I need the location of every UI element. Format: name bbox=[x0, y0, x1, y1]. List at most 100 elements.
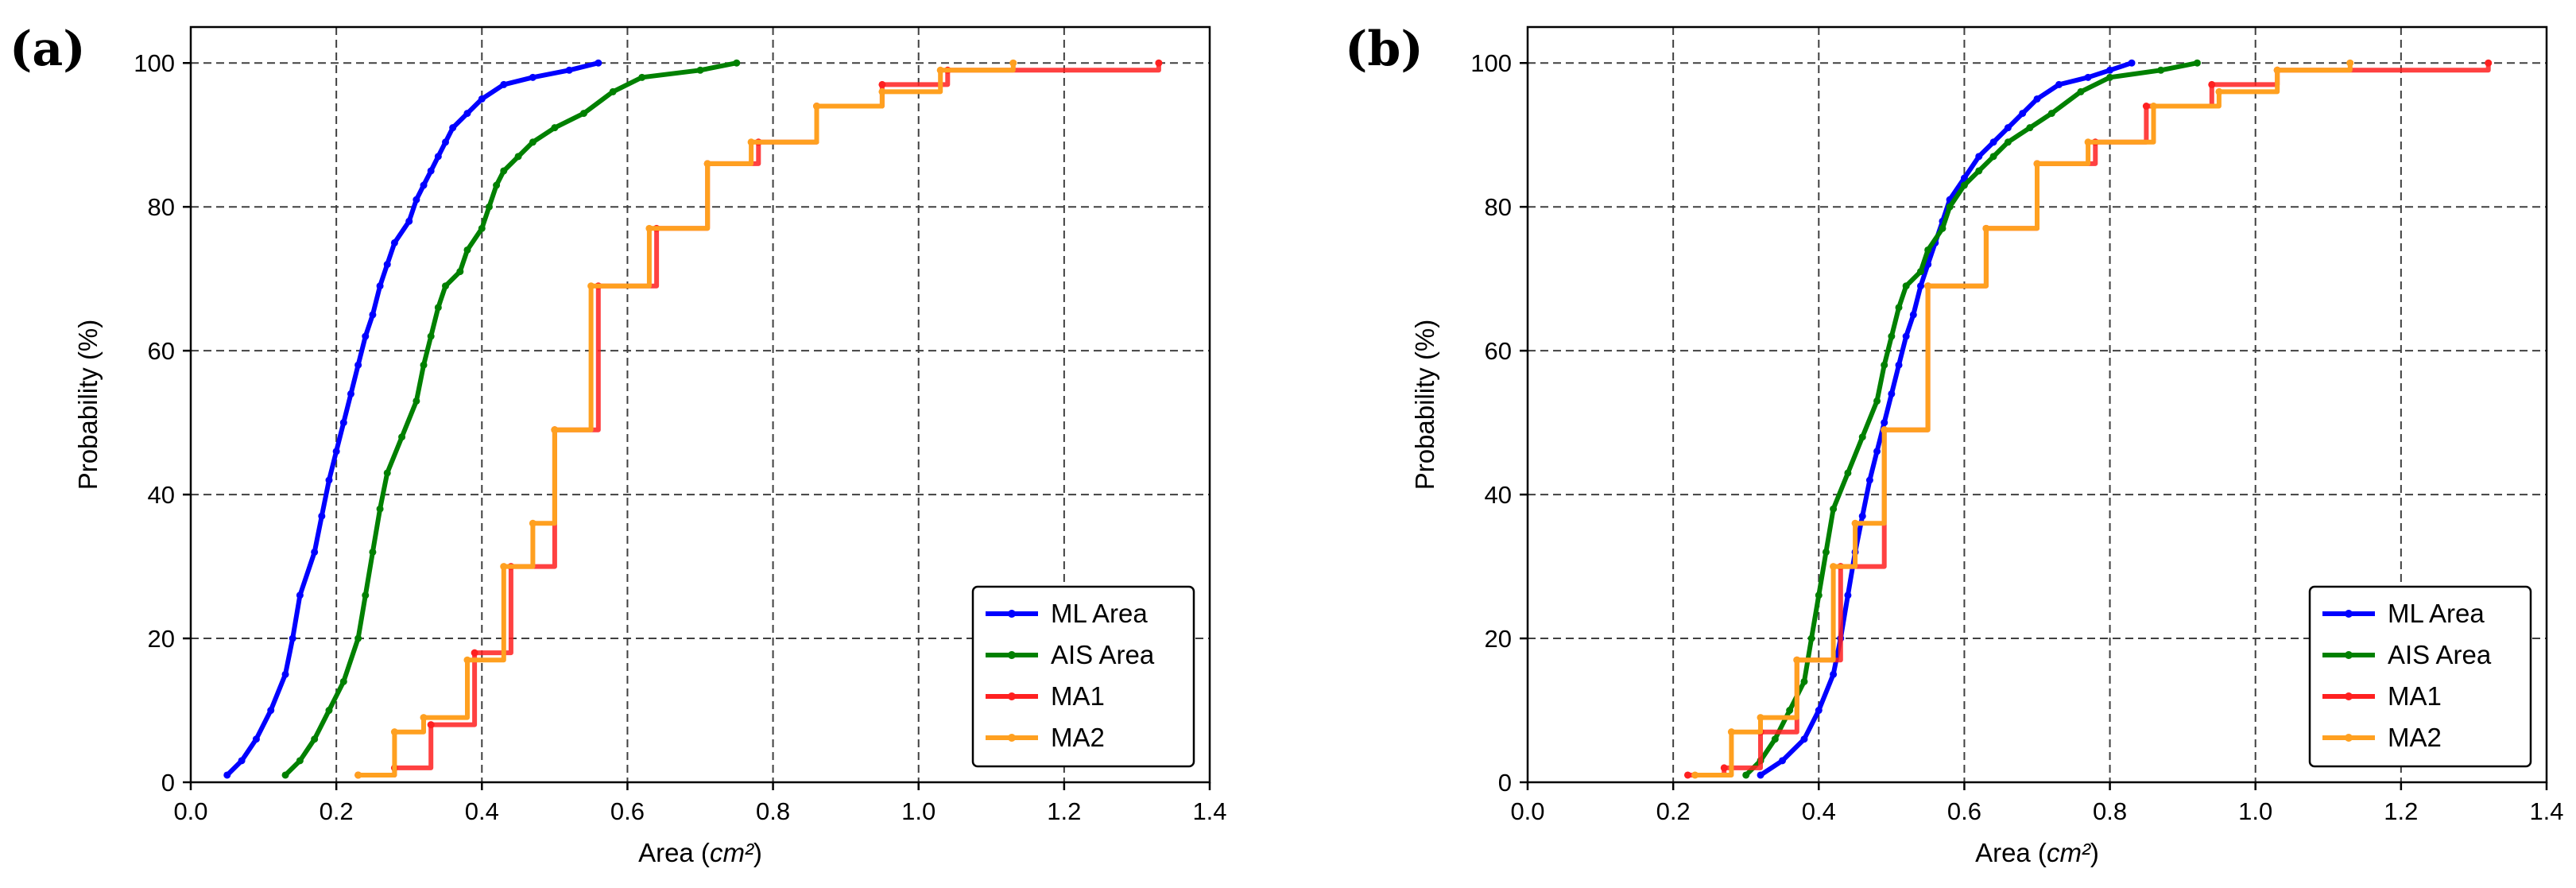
data-point-ml-area bbox=[1873, 448, 1881, 456]
legend-label-ml-area: ML Area bbox=[1051, 599, 1148, 628]
legend-marker-ma2 bbox=[1008, 734, 1016, 742]
data-point-ml-area bbox=[1844, 591, 1852, 599]
y-tick-label: 100 bbox=[1470, 49, 1512, 77]
data-point-ml-area bbox=[1757, 771, 1764, 779]
data-point-ais-area bbox=[1815, 591, 1823, 599]
data-point-ml-area bbox=[442, 138, 449, 146]
data-point-ml-area bbox=[595, 59, 602, 67]
y-tick-label: 80 bbox=[1485, 193, 1512, 221]
data-point-ais-area bbox=[339, 677, 347, 685]
data-point-ml-area bbox=[2106, 66, 2114, 74]
data-point-ais-area bbox=[311, 735, 319, 743]
ticks: 0.0 0.2 0.4 0.6 0.8 1.0 1.2 1.4 0 20 40 60 80 100 bbox=[134, 49, 1226, 825]
data-point-ml-area bbox=[413, 196, 420, 204]
x-tick-label: 0.0 bbox=[173, 797, 207, 825]
data-point-ma2 bbox=[703, 160, 711, 168]
data-point-ais-area bbox=[398, 433, 406, 441]
data-point-ma1 bbox=[878, 80, 886, 88]
data-point-ml-area bbox=[529, 73, 537, 81]
x-tick-label: 0.4 bbox=[1802, 797, 1836, 825]
data-point-ma2 bbox=[1793, 656, 1801, 664]
data-point-ais-area bbox=[1800, 677, 1808, 685]
data-point-ma2 bbox=[390, 728, 398, 736]
data-point-ml-area bbox=[296, 591, 304, 599]
legend-marker-ma1 bbox=[2345, 692, 2353, 700]
data-point-ma2 bbox=[1924, 282, 1932, 290]
data-point-ml-area bbox=[434, 153, 442, 161]
x-tick-label: 0.4 bbox=[465, 797, 499, 825]
data-point-ais-area bbox=[638, 73, 646, 81]
data-point-ml-area bbox=[1895, 361, 1903, 369]
data-point-ma2 bbox=[2273, 66, 2281, 74]
series-line-ais-area bbox=[1744, 60, 2198, 777]
data-point-ais-area bbox=[609, 87, 617, 95]
data-point-ma2 bbox=[500, 563, 508, 571]
legend-marker-ma2 bbox=[2345, 734, 2353, 742]
data-point-ml-area bbox=[376, 282, 384, 290]
data-point-ais-area bbox=[420, 361, 428, 369]
data-point-ais-area bbox=[579, 110, 587, 118]
data-point-ma2 bbox=[354, 771, 362, 779]
data-point-ml-area bbox=[311, 548, 319, 556]
data-point-ais-area bbox=[2077, 87, 2085, 95]
data-point-ais-area bbox=[369, 548, 377, 556]
legend-label-ma1: MA1 bbox=[1051, 681, 1105, 711]
legend-marker-ais-area bbox=[1008, 651, 1016, 659]
x-axis-label: Area (cm²) bbox=[638, 838, 762, 867]
data-point-ml-area bbox=[1858, 512, 1866, 520]
data-point-ais-area bbox=[478, 224, 486, 232]
data-point-ma2 bbox=[813, 103, 821, 111]
panel-b: (b) 0.0 0.2 0.4 0.6 0.8 1.0 1.2 1.4 0 20 40 60 80 100 A… bbox=[1345, 21, 2564, 867]
data-point-ais-area bbox=[1939, 224, 1947, 232]
data-point-ma1 bbox=[1155, 59, 1163, 67]
x-tick-label: 1.0 bbox=[2238, 797, 2272, 825]
data-point-ais-area bbox=[1888, 332, 1896, 340]
data-point-ais-area bbox=[281, 771, 289, 779]
x-tick-label: 0.2 bbox=[1656, 797, 1691, 825]
data-point-ml-area bbox=[252, 735, 260, 743]
series-group bbox=[223, 59, 1163, 779]
data-point-ais-area bbox=[1989, 153, 1997, 161]
series-line-ais-area bbox=[283, 60, 738, 777]
data-point-ais-area bbox=[500, 167, 508, 175]
x-tick-label: 1.2 bbox=[1047, 797, 1081, 825]
data-point-ml-area bbox=[1881, 419, 1888, 427]
x-tick-label: 0.8 bbox=[2093, 797, 2127, 825]
data-point-ais-area bbox=[413, 397, 420, 405]
y-tick-label: 0 bbox=[161, 769, 175, 797]
legend-marker-ma1 bbox=[1008, 692, 1016, 700]
x-tick-label: 0.0 bbox=[1510, 797, 1544, 825]
data-point-ma2 bbox=[463, 656, 471, 664]
data-point-ma2 bbox=[2084, 138, 2092, 146]
data-point-ais-area bbox=[296, 757, 304, 765]
data-point-ma2 bbox=[1727, 728, 1735, 736]
data-point-ml-area bbox=[2004, 124, 2012, 132]
data-point-ml-area bbox=[1960, 174, 1968, 182]
data-point-ml-area bbox=[369, 311, 377, 319]
data-point-ais-area bbox=[427, 332, 435, 340]
data-point-ml-area bbox=[267, 707, 275, 715]
data-point-ml-area bbox=[2055, 80, 2063, 88]
data-point-ais-area bbox=[1916, 268, 1924, 276]
data-point-ml-area bbox=[500, 80, 508, 88]
data-point-ais-area bbox=[514, 153, 522, 161]
data-point-ml-area bbox=[1902, 332, 1910, 340]
data-point-ais-area bbox=[1742, 771, 1750, 779]
data-point-ma2 bbox=[587, 282, 595, 290]
data-point-ais-area bbox=[1858, 433, 1866, 441]
data-point-ais-area bbox=[2004, 138, 2012, 146]
data-point-ma2 bbox=[2346, 59, 2354, 67]
data-point-ml-area bbox=[1989, 138, 1997, 146]
legend: ML Area AIS Area MA1 MA2 bbox=[971, 585, 1195, 768]
data-point-ma2 bbox=[1691, 771, 1699, 779]
y-tick-label: 80 bbox=[148, 193, 175, 221]
data-point-ma2 bbox=[2033, 160, 2041, 168]
data-point-ma2 bbox=[1009, 59, 1017, 67]
x-tick-label: 0.6 bbox=[610, 797, 645, 825]
legend-label-ma2: MA2 bbox=[2388, 723, 2442, 752]
panel-label: (b) bbox=[1345, 21, 1424, 77]
y-axis-label: Probability (%) bbox=[1410, 320, 1439, 491]
legend: ML Area AIS Area MA1 MA2 bbox=[2308, 585, 2532, 768]
legend-marker-ais-area bbox=[2345, 651, 2353, 659]
data-point-ais-area bbox=[1960, 181, 1968, 189]
